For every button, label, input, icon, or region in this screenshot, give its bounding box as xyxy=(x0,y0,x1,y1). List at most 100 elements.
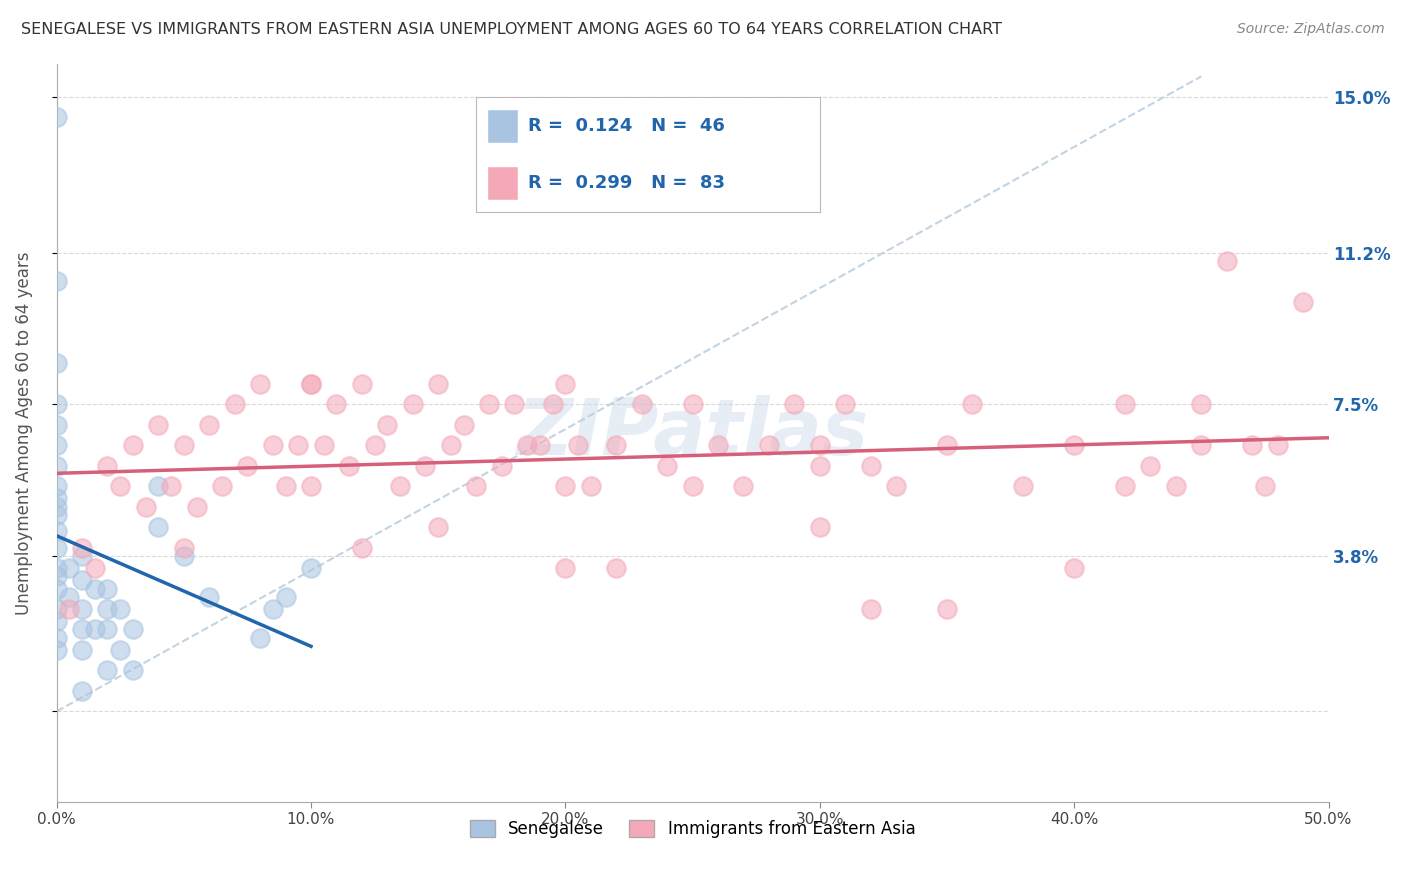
Point xyxy=(45,561,67,575)
Point xyxy=(936,602,959,616)
Point xyxy=(427,520,450,534)
Point xyxy=(70,541,93,555)
Point xyxy=(236,458,259,473)
Point xyxy=(148,520,170,534)
Legend: Senegalese, Immigrants from Eastern Asia: Senegalese, Immigrants from Eastern Asia xyxy=(463,814,922,845)
Text: Source: ZipAtlas.com: Source: ZipAtlas.com xyxy=(1237,22,1385,37)
Point xyxy=(808,438,831,452)
Point xyxy=(859,458,882,473)
Point xyxy=(70,684,93,698)
Point xyxy=(198,590,221,604)
Point xyxy=(1012,479,1035,493)
Point xyxy=(1063,438,1085,452)
Point xyxy=(198,417,221,432)
Point xyxy=(274,479,297,493)
Point xyxy=(160,479,183,493)
Point xyxy=(375,417,398,432)
Point xyxy=(1164,479,1187,493)
Point xyxy=(96,582,118,596)
Point xyxy=(211,479,233,493)
Point xyxy=(45,458,67,473)
Point xyxy=(96,664,118,678)
Point xyxy=(402,397,425,411)
Point xyxy=(682,397,704,411)
Point xyxy=(45,274,67,288)
Point xyxy=(733,479,755,493)
Point xyxy=(1216,253,1239,268)
Point xyxy=(579,479,602,493)
Point xyxy=(415,458,437,473)
Point xyxy=(45,417,67,432)
Point xyxy=(108,643,131,657)
Point xyxy=(45,479,67,493)
Point xyxy=(605,438,627,452)
Point xyxy=(262,438,284,452)
Point xyxy=(96,623,118,637)
Point xyxy=(122,623,145,637)
Point xyxy=(45,541,67,555)
Point xyxy=(389,479,412,493)
Point xyxy=(1241,438,1264,452)
Point xyxy=(45,643,67,657)
Point xyxy=(337,458,360,473)
Point xyxy=(465,479,488,493)
Point xyxy=(83,561,105,575)
Point xyxy=(70,623,93,637)
Point xyxy=(655,458,678,473)
Point xyxy=(1114,479,1136,493)
Point xyxy=(758,438,780,452)
Point xyxy=(45,397,67,411)
Point xyxy=(936,438,959,452)
Point xyxy=(83,582,105,596)
Point xyxy=(312,438,335,452)
Point xyxy=(96,602,118,616)
Point xyxy=(478,397,501,411)
Point xyxy=(516,438,538,452)
Point xyxy=(122,438,145,452)
Point xyxy=(1114,397,1136,411)
Point xyxy=(707,438,730,452)
Point xyxy=(605,561,627,575)
Point xyxy=(45,500,67,514)
Point xyxy=(70,549,93,563)
Point xyxy=(808,458,831,473)
Point xyxy=(299,561,322,575)
Point xyxy=(108,602,131,616)
Point xyxy=(122,664,145,678)
Point xyxy=(325,397,347,411)
Point xyxy=(173,438,195,452)
Point xyxy=(45,111,67,125)
Point xyxy=(1267,438,1289,452)
Point xyxy=(108,479,131,493)
Point xyxy=(440,438,463,452)
Point xyxy=(1189,397,1212,411)
Text: ZIPatlas: ZIPatlas xyxy=(516,395,869,471)
Point xyxy=(1139,458,1161,473)
Point xyxy=(1063,561,1085,575)
Point xyxy=(554,376,576,391)
Point xyxy=(45,602,67,616)
Point xyxy=(808,520,831,534)
Point xyxy=(884,479,907,493)
Point xyxy=(1292,294,1315,309)
Point xyxy=(58,590,80,604)
Point xyxy=(224,397,246,411)
Point xyxy=(83,623,105,637)
Point xyxy=(135,500,157,514)
Point xyxy=(45,508,67,522)
Point xyxy=(287,438,309,452)
Y-axis label: Unemployment Among Ages 60 to 64 years: Unemployment Among Ages 60 to 64 years xyxy=(15,251,32,615)
Point xyxy=(554,479,576,493)
Text: SENEGALESE VS IMMIGRANTS FROM EASTERN ASIA UNEMPLOYMENT AMONG AGES 60 TO 64 YEAR: SENEGALESE VS IMMIGRANTS FROM EASTERN AS… xyxy=(21,22,1002,37)
Point xyxy=(173,549,195,563)
Point xyxy=(70,602,93,616)
Point xyxy=(70,574,93,588)
Point xyxy=(58,602,80,616)
Point xyxy=(45,491,67,506)
Point xyxy=(45,615,67,629)
Point xyxy=(783,397,806,411)
Point xyxy=(630,397,652,411)
Point xyxy=(45,524,67,538)
Point xyxy=(453,417,475,432)
Point xyxy=(262,602,284,616)
